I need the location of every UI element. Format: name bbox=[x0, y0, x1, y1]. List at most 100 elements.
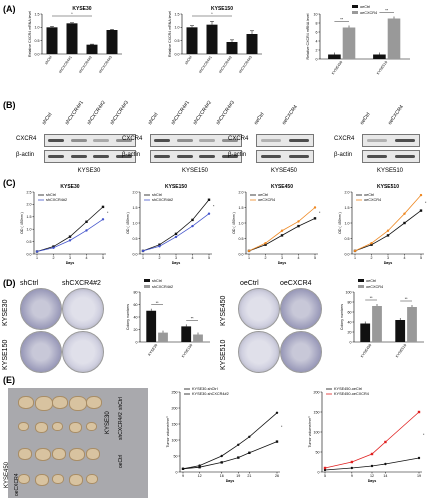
blot-cell-line: KYSE30 bbox=[77, 168, 101, 174]
data-point bbox=[85, 229, 88, 232]
x-tick-label: 1 bbox=[142, 256, 144, 260]
bar bbox=[146, 310, 157, 342]
panel-a-chart-overexpression: 0 2 4 6 8 10 Relative CXCR4 mRNA level ** KYSE45… bbox=[306, 5, 410, 75]
tumor-group-label: KYSE450 bbox=[4, 461, 10, 488]
blot-strip bbox=[362, 150, 420, 163]
data-point bbox=[417, 456, 421, 460]
data-point bbox=[370, 464, 374, 468]
tumor-specimen bbox=[69, 448, 85, 462]
y-tick-label: 20 bbox=[348, 330, 352, 334]
x-axis-label: Days bbox=[368, 479, 377, 483]
data-point bbox=[247, 249, 251, 253]
tumor-specimen bbox=[18, 396, 34, 410]
legend-label: KYSE30-shCXCR4#2 bbox=[192, 392, 229, 396]
data-point bbox=[313, 217, 317, 220]
colony-dish bbox=[20, 288, 62, 330]
blot-lane-header: oeCtrl bbox=[359, 111, 372, 126]
y-tick-label: 0.0 bbox=[345, 252, 350, 256]
x-tick-label: 3 bbox=[69, 256, 71, 260]
y-tick-label: 2.0 bbox=[239, 190, 244, 194]
blot-band bbox=[176, 155, 193, 158]
legend-label: KYSE450-oeCXCR4 bbox=[334, 392, 369, 396]
y-tick-label: 0.0 bbox=[133, 252, 138, 256]
data-point bbox=[237, 456, 240, 459]
legend-label: oeCtrl bbox=[360, 5, 370, 9]
blot-band bbox=[176, 139, 193, 142]
y-axis-label: OD ( 450nm ) bbox=[338, 212, 342, 234]
data-point bbox=[384, 440, 387, 444]
y-tick-label: 1.0 bbox=[345, 221, 350, 225]
bar bbox=[360, 323, 371, 342]
blot-row-label: CXCR4 bbox=[334, 136, 355, 142]
colony-row-label: KYSE30 bbox=[2, 299, 9, 326]
data-point bbox=[370, 243, 373, 246]
x-tick-label: KYSE450 bbox=[331, 60, 343, 75]
x-tick-label: 3 bbox=[281, 256, 283, 260]
data-point bbox=[220, 461, 223, 464]
tumor-specimen bbox=[52, 448, 66, 460]
tumor-specimen bbox=[86, 422, 97, 432]
bar bbox=[86, 44, 98, 54]
blot-band bbox=[395, 155, 415, 158]
blot-lane-header: oeCXCR4 bbox=[387, 104, 405, 126]
sig-star: ** bbox=[340, 18, 343, 22]
data-point bbox=[403, 212, 406, 215]
y-tick-label: 80 bbox=[134, 290, 138, 294]
x-tick-label: KYSE30 bbox=[147, 343, 158, 356]
x-tick-label: shCtrl bbox=[184, 55, 193, 65]
tumor-group-label: KYSE30 bbox=[105, 411, 111, 434]
panel-label-e: (E) bbox=[3, 375, 15, 385]
bar bbox=[46, 27, 58, 54]
legend-label: oeCXCR4 bbox=[364, 198, 381, 202]
blot-band bbox=[367, 139, 387, 142]
panel-label-c: (C) bbox=[3, 178, 16, 188]
blot-band bbox=[48, 155, 65, 158]
y-tick-label: 100 bbox=[346, 290, 352, 294]
legend-label: KYSE30-shCtrl bbox=[192, 387, 218, 391]
data-point bbox=[35, 250, 39, 253]
x-tick-label: 4 bbox=[86, 256, 88, 260]
y-tick-label: 1.5 bbox=[175, 12, 180, 16]
x-tick-label: 1 bbox=[36, 256, 38, 260]
blot-lane-header: shCXCR4#3 bbox=[108, 99, 130, 126]
x-tick-label: 26 bbox=[275, 474, 279, 478]
series-line bbox=[142, 199, 210, 252]
legend-label: oeCXCR4 bbox=[258, 198, 275, 202]
y-tick-label: 100 bbox=[172, 438, 178, 442]
panel-d-chart-oe: 0 20 40 60 80 100 Colony numbers ** KYSE450 ** KYS… bbox=[340, 279, 424, 358]
panel-c-chart-kyse30: 0.0 0.5 1.0 1.5 2.0 2.5 OD ( 450nm ) KYSE30 1 2 3 4… bbox=[20, 184, 109, 265]
chart-title: KYSE30 bbox=[60, 184, 79, 190]
tumor-specimen bbox=[35, 422, 48, 433]
colony-dish bbox=[280, 331, 322, 373]
sig-star: * bbox=[213, 205, 215, 209]
x-tick-label: 1 bbox=[354, 256, 356, 260]
y-tick-label: 1.5 bbox=[133, 206, 138, 210]
legend-label: shCtrl bbox=[152, 193, 162, 197]
x-tick-label: 2 bbox=[159, 256, 161, 260]
x-tick-label: 2 bbox=[53, 256, 55, 260]
x-tick-label: 14 bbox=[383, 474, 387, 478]
data-point bbox=[264, 241, 267, 245]
chart-title: KYSE150 bbox=[211, 6, 233, 12]
y-tick-label: 2.5 bbox=[27, 190, 32, 194]
y-axis-label: Colony numbers bbox=[340, 304, 344, 330]
blot-strip bbox=[150, 150, 242, 163]
y-tick-label: 60 bbox=[348, 310, 352, 314]
blot-strip bbox=[256, 134, 314, 147]
x-tick-label: shCXCR4#3 bbox=[98, 55, 113, 74]
data-point bbox=[353, 249, 357, 253]
series-line bbox=[354, 194, 422, 252]
sig-star: ** bbox=[370, 296, 373, 300]
blot-band bbox=[70, 139, 87, 142]
tumor-specimen bbox=[86, 396, 102, 410]
y-tick-label: 0 bbox=[350, 340, 352, 344]
colony-row-label: KYSE150 bbox=[2, 339, 9, 370]
y-tick-label: 2.0 bbox=[345, 190, 350, 194]
x-tick-label: 21 bbox=[247, 474, 251, 478]
legend-swatch bbox=[352, 5, 358, 8]
data-point bbox=[141, 249, 145, 253]
tumor-sub-label: shCXCR4#2 bbox=[118, 412, 124, 440]
y-axis-label: OD ( 450nm ) bbox=[126, 212, 130, 234]
y-tick-label: 40 bbox=[134, 315, 138, 319]
